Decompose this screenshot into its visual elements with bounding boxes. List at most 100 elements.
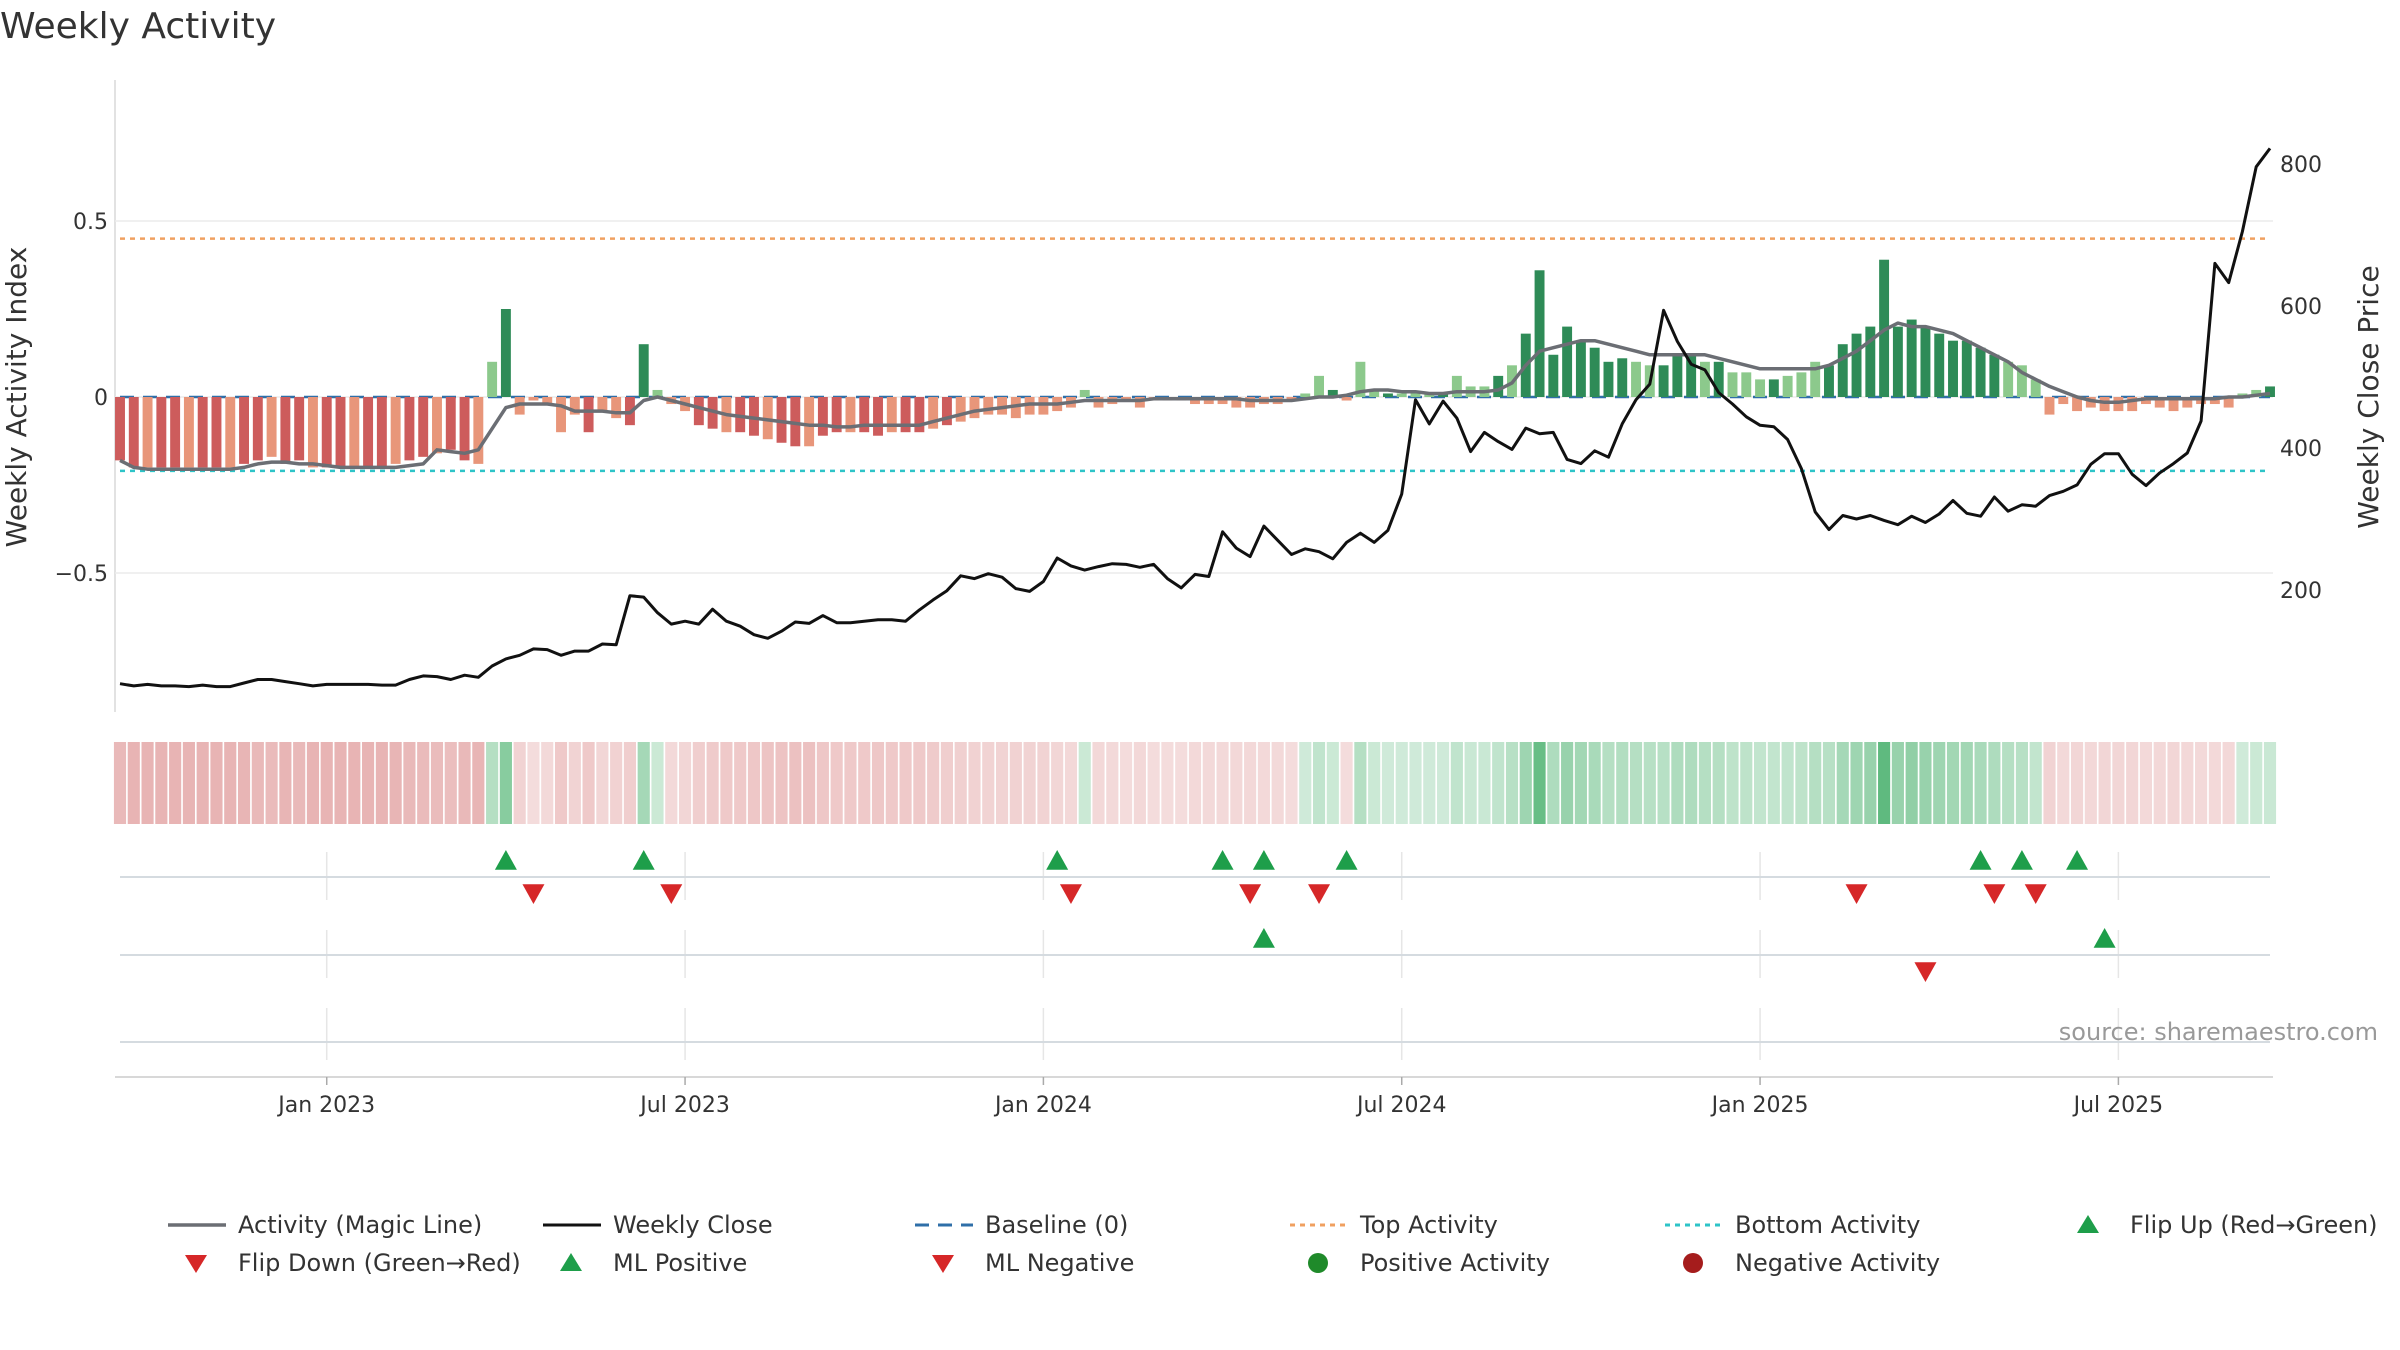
activity-bar [459, 397, 470, 461]
activity-bar [156, 397, 167, 468]
heat-cell [1092, 742, 1105, 824]
heat-cell [844, 742, 857, 824]
flip-down-marker [1983, 884, 2006, 904]
y-left-tick-label: −0.5 [55, 562, 108, 587]
activity-bar [859, 397, 870, 433]
activity-bar [197, 397, 208, 468]
activity-bar [115, 397, 125, 461]
activity-bar [1699, 361, 1710, 397]
x-tick-label: Jul 2023 [638, 1093, 730, 1118]
heat-cell [747, 742, 761, 824]
heat-cell [582, 742, 595, 824]
heat-cell [940, 742, 953, 824]
heat-cell [1505, 742, 1519, 824]
heat-cell [2070, 742, 2084, 824]
activity-bar [1810, 361, 1821, 397]
flip-down-marker [1845, 884, 1868, 904]
activity-bar [542, 397, 553, 405]
heat-cell [1809, 742, 1822, 824]
heat-cell [196, 742, 209, 824]
heat-cell [623, 742, 636, 824]
activity-bar [1892, 326, 1903, 397]
heat-cell [1643, 742, 1656, 824]
activity-bar [376, 397, 387, 468]
activity-bar [487, 361, 498, 397]
legend-negative-activity-swatch [1683, 1253, 1703, 1273]
heat-cell [334, 742, 347, 824]
heat-cell [1175, 742, 1188, 824]
legend-label: Weekly Close [613, 1211, 773, 1239]
activity-bar [1314, 375, 1324, 397]
activity-bar [1975, 347, 1986, 397]
activity-bar [1658, 365, 1669, 397]
activity-bar [955, 397, 966, 422]
heat-cell [1312, 742, 1326, 824]
heat-cell [513, 742, 526, 824]
legend-label: Positive Activity [1360, 1249, 1550, 1277]
activity-bar [583, 397, 594, 433]
activity-bar [266, 397, 277, 457]
activity-bar [170, 397, 181, 468]
flip-up-marker [494, 850, 517, 870]
activity-bar [638, 344, 649, 397]
x-tick-label: Jan 2024 [993, 1093, 1092, 1118]
activity-bar [1782, 375, 1793, 397]
activity-bar [997, 397, 1008, 415]
heat-cell [279, 742, 292, 824]
activity-bar [2127, 397, 2138, 412]
activity-bar [1865, 326, 1876, 397]
heat-cell [1519, 742, 1532, 824]
heat-cell [472, 742, 485, 824]
heat-cell [2181, 742, 2194, 824]
y-axis-right-ticks: 800 600 400 200 [2280, 153, 2322, 604]
heat-cell [1395, 742, 1408, 824]
heat-cell [554, 742, 568, 824]
heat-cell [251, 742, 264, 824]
legend-ml-negative-swatch [932, 1255, 954, 1273]
heat-cell [679, 742, 692, 824]
activity-bar [1079, 389, 1090, 397]
heat-cell [1685, 742, 1698, 824]
heat-cell [499, 742, 512, 824]
activity-bar [1300, 393, 1311, 397]
activity-heat-strip [113, 742, 2277, 824]
activity-bar [2058, 397, 2069, 405]
heat-cell [1147, 742, 1160, 824]
activity-bar [900, 397, 911, 433]
heat-cell [885, 742, 898, 824]
heat-cell [237, 742, 251, 824]
activity-bar [294, 397, 305, 461]
heat-cell [1850, 742, 1863, 824]
heat-cell [1781, 742, 1794, 824]
flip-down-marker [1059, 884, 1082, 904]
heat-cell [2263, 742, 2277, 824]
activity-bar [1534, 270, 1545, 397]
heat-cell [2250, 742, 2263, 824]
heat-cell [1533, 742, 1546, 824]
activity-bar [500, 309, 511, 397]
heat-cell [1878, 742, 1891, 824]
activity-bar [1920, 326, 1931, 397]
legend-positive-activity-swatch [1308, 1253, 1328, 1273]
activity-bar [597, 397, 608, 412]
legend-flip-up-swatch [2077, 1215, 2099, 1233]
heat-cell [1891, 742, 1904, 824]
activity-bar [886, 397, 897, 433]
legend-label: ML Negative [985, 1249, 1134, 1277]
activity-bar [873, 397, 883, 436]
heat-cell [182, 742, 195, 824]
heat-cell [1864, 742, 1877, 824]
heat-cell [775, 742, 788, 824]
activity-bar [252, 397, 263, 461]
activity-bar [1755, 379, 1766, 397]
heat-cell [1450, 742, 1463, 824]
activity-bar [321, 397, 332, 468]
weekly-close-series [119, 147, 2272, 689]
heat-cell [568, 742, 581, 824]
activity-bar [1768, 379, 1779, 397]
heat-cell [1368, 742, 1381, 824]
ml-negative-marker [1914, 962, 1937, 982]
heat-cell [224, 742, 237, 824]
magic-line-series [119, 321, 2271, 471]
activity-bar [335, 397, 346, 468]
